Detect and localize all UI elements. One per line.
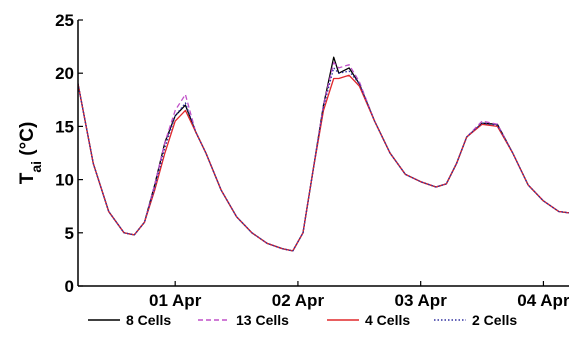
y-tick-label: 20 <box>55 64 74 83</box>
series-line-4 <box>78 67 569 252</box>
y-axis-title-main: T <box>17 172 38 184</box>
legend-label-3: 4 Cells <box>365 312 410 328</box>
plot-frame <box>77 20 569 287</box>
x-axis-ticks: 01 Apr 02 Apr 03 Apr 04 Apr <box>149 281 569 310</box>
legend-label-2: 13 Cells <box>236 312 289 328</box>
plot-background <box>78 20 569 286</box>
x-tick-label: 01 Apr <box>149 291 202 310</box>
y-axis-ticks: 0 5 10 15 20 25 <box>55 11 83 296</box>
y-tick-label: 10 <box>55 171 74 190</box>
y-axis-title-subscript: ai <box>28 161 44 173</box>
y-tick-label: 25 <box>55 11 74 30</box>
y-tick-label: 5 <box>65 224 74 243</box>
legend-label-4: 2 Cells <box>472 312 517 328</box>
y-axis-title-unit: (°C) <box>17 122 38 161</box>
x-tick-label: 04 Apr <box>517 291 569 310</box>
y-axis-title: Tai (°C) <box>17 122 44 185</box>
legend: 8 Cells 13 Cells 4 Cells 2 Cells <box>88 312 517 328</box>
x-tick-label: 02 Apr <box>272 291 325 310</box>
y-tick-label: 0 <box>65 277 74 296</box>
legend-label-1: 8 Cells <box>126 312 171 328</box>
x-tick-label: 03 Apr <box>395 291 448 310</box>
series-layer <box>78 56 569 252</box>
y-tick-label: 15 <box>55 117 74 136</box>
